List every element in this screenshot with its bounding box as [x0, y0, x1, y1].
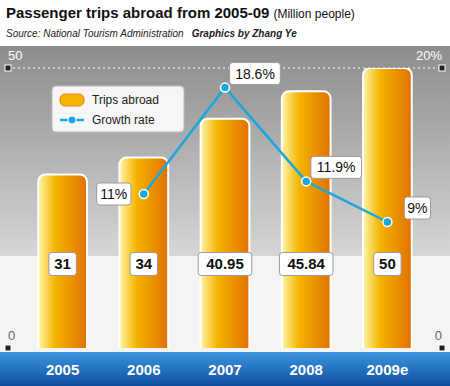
x-tick-label: 2006 [127, 361, 160, 378]
marks [38, 68, 412, 348]
title-line: Passenger trips abroad from 2005-09 (Mill… [6, 4, 355, 21]
data-label: 45.84 [287, 255, 325, 272]
label-box [404, 197, 430, 219]
data-label: 31 [54, 255, 71, 272]
bar [282, 91, 331, 348]
legend-box [52, 86, 184, 132]
legend-label: Growth rate [92, 113, 155, 127]
label-box [130, 253, 157, 276]
x-tick-label: 2008 [290, 361, 323, 378]
tick-mark [5, 345, 11, 351]
label-box [279, 253, 333, 276]
background [0, 0, 450, 386]
title: Passenger trips abroad from 2005-09 [6, 4, 269, 21]
chart: Passenger trips abroad from 2005-09 (Mill… [0, 0, 450, 386]
line-marker [302, 177, 311, 186]
labels: 31 34 40.95 45.84 50 11% 18.6% 11.9% 9% [49, 63, 431, 276]
legend-swatch [60, 94, 84, 106]
label-box [198, 253, 252, 276]
y-tick-label: 50 [8, 48, 22, 63]
bar [38, 174, 87, 348]
line-marker [383, 218, 392, 227]
annotation: Source: National Tourism Administration [6, 28, 184, 39]
tick-mark [439, 65, 445, 71]
label-box [230, 63, 281, 85]
label-box [97, 183, 131, 205]
x-tick-label: 2005 [46, 361, 79, 378]
y-tick-label: 0 [8, 328, 15, 343]
data-label: 34 [135, 255, 152, 272]
category-band [0, 352, 450, 386]
data-label: 11% [100, 186, 127, 202]
tick-mark [439, 345, 445, 351]
legend: Trips abroad Growth rate [52, 86, 184, 132]
annotation: Graphics by Zhang Ye [192, 28, 297, 39]
subtitle: (Million people) [273, 7, 354, 21]
source-line: Source: National Tourism Administration G… [6, 28, 297, 39]
y2-tick-label: 0 [435, 328, 442, 343]
legend-label: Trips abroad [92, 93, 159, 107]
label-box [311, 156, 362, 178]
x-tick-label: 2009e [367, 361, 409, 378]
data-label: 11.9% [317, 159, 356, 175]
y2-tick-label: 20% [416, 48, 442, 63]
data-label: 18.6% [235, 66, 275, 82]
label-box [49, 253, 76, 276]
tick-mark [5, 65, 11, 71]
line-marker [139, 190, 148, 199]
data-label: 40.95 [206, 255, 244, 272]
data-label: 9% [407, 200, 427, 216]
bar [201, 119, 250, 348]
x-tick-label: 2007 [208, 361, 241, 378]
line-marker [221, 83, 230, 92]
label-box [374, 253, 401, 276]
legend-swatch [68, 116, 76, 124]
data-label: 50 [379, 255, 396, 272]
